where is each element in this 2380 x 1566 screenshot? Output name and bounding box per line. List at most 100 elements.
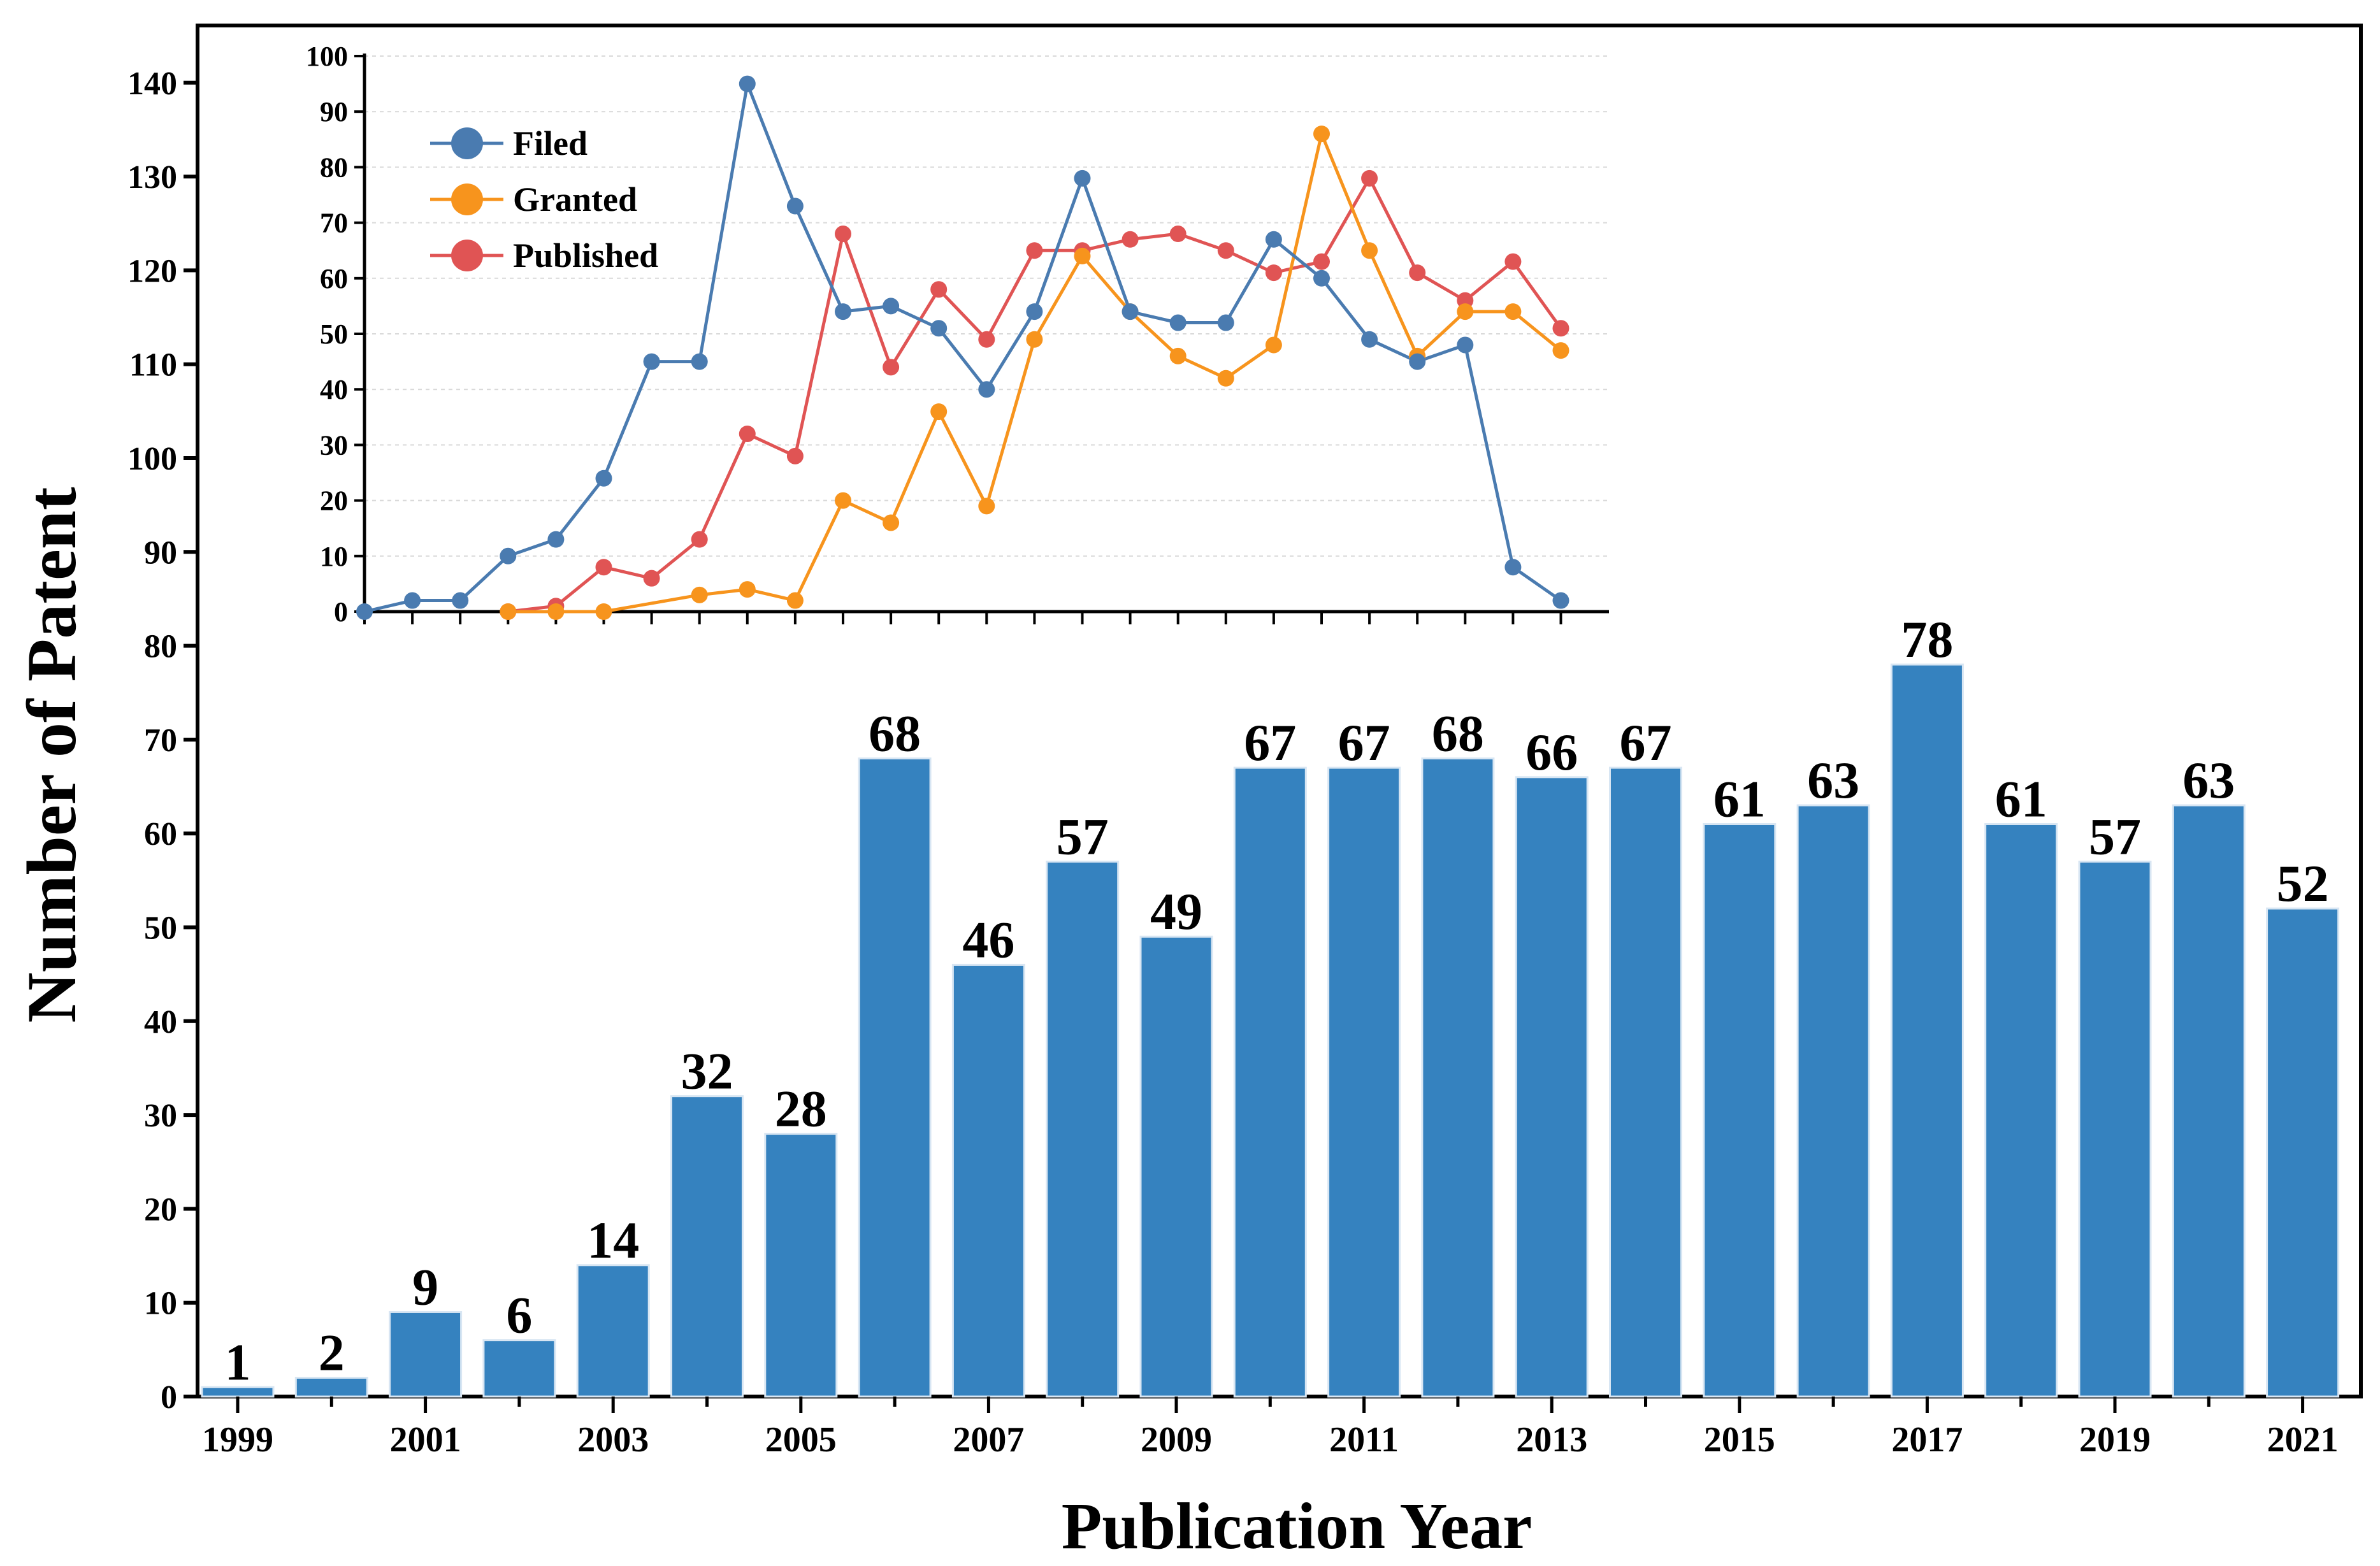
point-published-2012 (1121, 231, 1139, 248)
main-x-tick-label: 2001 (390, 1420, 461, 1460)
inset-series-points (356, 75, 1569, 620)
point-filed-2015 (1265, 231, 1282, 248)
bar-value-label-2012: 68 (1432, 704, 1484, 762)
point-granted-2006 (835, 492, 851, 509)
point-filed-2014 (1217, 314, 1234, 331)
inset-y-tick-label: 60 (320, 263, 348, 294)
main-y-tick-label: 120 (127, 253, 177, 289)
point-granted-2003 (691, 586, 708, 603)
bar-2005 (764, 1133, 838, 1398)
bar-value-label-2008: 57 (1057, 807, 1109, 865)
bar-2016 (1796, 804, 1870, 1398)
main-y-tick-label: 40 (144, 1004, 177, 1040)
point-filed-2017 (1361, 331, 1378, 348)
bar-value-label-2011: 67 (1338, 714, 1390, 772)
point-published-2015 (1265, 264, 1282, 282)
series-line-granted (508, 132, 1562, 614)
point-published-2007 (883, 359, 900, 376)
main-x-tick-label: 2019 (2079, 1420, 2151, 1460)
point-published-2020 (1504, 253, 1522, 270)
point-published-2001 (595, 559, 612, 576)
point-published-2006 (835, 226, 851, 243)
inset-y-tick-label: 10 (320, 541, 348, 572)
main-y-tick-label: 90 (144, 535, 177, 571)
point-filed-2002 (643, 353, 660, 370)
legend: Filed Granted Published (430, 124, 658, 275)
bar-2013 (1515, 776, 1589, 1398)
legend-label-published: Published (513, 236, 658, 275)
point-filed-2021 (1552, 592, 1569, 609)
point-filed-2009 (978, 381, 995, 398)
point-published-2017 (1361, 169, 1378, 187)
main-x-tick-label: 2015 (1704, 1420, 1775, 1460)
point-filed-2005 (786, 198, 804, 215)
main-y-tick-label: 30 (144, 1098, 177, 1134)
bar-value-label-2021: 52 (2277, 854, 2329, 912)
bar-2002 (482, 1339, 556, 1398)
main-y-tick-label: 70 (144, 722, 177, 759)
main-x-tick-label: 2013 (1516, 1420, 1587, 1460)
bar-value-label-2010: 67 (1244, 714, 1296, 772)
bar-series (201, 663, 2340, 1398)
point-published-2002 (643, 570, 660, 587)
legend-label-granted: Granted (513, 180, 637, 219)
point-granted-2000 (547, 603, 565, 620)
point-filed-2000 (547, 531, 565, 548)
main-y-tick-label: 100 (127, 441, 177, 477)
bar-value-label-2003: 14 (587, 1211, 639, 1269)
bar-2003 (576, 1264, 650, 1398)
main-x-tick-label: 2017 (1891, 1420, 1963, 1460)
inset-y-tick-label: 20 (320, 485, 348, 517)
inset-y-tick-label: 30 (320, 429, 348, 461)
point-granted-2010 (1026, 331, 1043, 348)
point-granted-2008 (930, 403, 948, 420)
point-filed-1999 (500, 547, 517, 564)
bar-2012 (1421, 757, 1495, 1398)
bar-2010 (1233, 766, 1307, 1398)
point-granted-2005 (786, 592, 804, 609)
point-published-2021 (1552, 320, 1569, 337)
point-filed-2012 (1121, 303, 1139, 320)
legend-marker-granted (451, 183, 483, 215)
series-line-filed (364, 82, 1562, 614)
point-granted-2020 (1504, 303, 1522, 320)
inset-line-chart: 0 10 20 30 40 50 60 70 80 90 100 Filed Granted Publi… (306, 41, 1610, 628)
main-x-ticks: 1999 2001 2003 2005 2007 2009 2011 2013 2015 2017… (202, 1397, 2339, 1460)
bar-value-label-2005: 28 (775, 1080, 827, 1138)
inset-y-tick-label: 50 (320, 319, 348, 350)
bar-2020 (2172, 804, 2246, 1398)
point-granted-1999 (500, 603, 517, 620)
point-filed-1997 (404, 592, 421, 609)
x-axis-title: Publication Year (1062, 1490, 1533, 1563)
point-filed-2007 (883, 298, 900, 315)
bar-value-label-2014: 67 (1620, 714, 1672, 772)
bar-value-label-2015: 61 (1713, 770, 1766, 828)
inset-y-tick-label: 70 (320, 208, 348, 239)
point-filed-2003 (691, 353, 708, 370)
bar-value-label-2004: 32 (681, 1042, 733, 1100)
point-granted-2001 (595, 603, 612, 620)
point-filed-2013 (1169, 314, 1186, 331)
point-granted-2021 (1552, 342, 1569, 359)
main-y-tick-label: 20 (144, 1191, 177, 1228)
bar-2015 (1703, 823, 1777, 1398)
bar-2017 (1890, 663, 1964, 1398)
main-y-tick-label: 130 (127, 159, 177, 196)
bar-value-label-1999: 1 (225, 1333, 251, 1391)
main-x-tick-label: 2009 (1141, 1420, 1212, 1460)
bar-2006 (858, 757, 932, 1398)
bar-2021 (2266, 907, 2340, 1398)
main-y-tick-label: 80 (144, 629, 177, 665)
point-filed-2020 (1504, 559, 1522, 576)
main-y-tick-label: 110 (129, 347, 177, 384)
point-published-2009 (978, 331, 995, 348)
inset-y-tick-label: 0 (334, 596, 348, 628)
point-granted-2019 (1457, 303, 1474, 320)
point-granted-2017 (1361, 242, 1378, 259)
main-x-tick-label: 1999 (202, 1420, 273, 1460)
point-granted-2015 (1265, 336, 1282, 354)
point-filed-2019 (1457, 336, 1474, 354)
point-filed-2018 (1409, 353, 1426, 370)
